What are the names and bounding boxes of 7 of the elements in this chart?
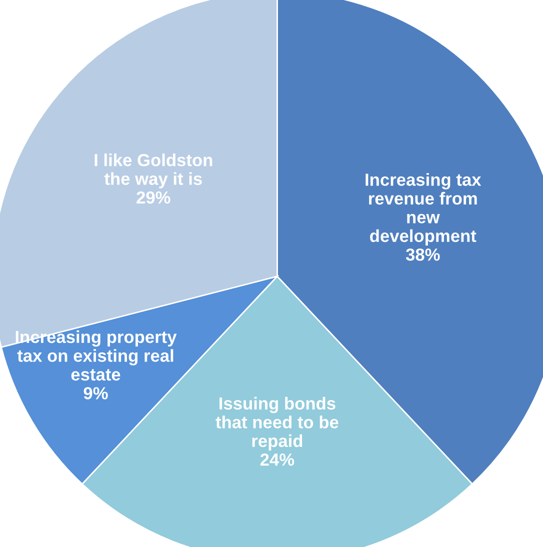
data-label: 9% <box>84 387 108 400</box>
slice-label: I like Goldston the way it is <box>94 154 212 188</box>
data-label: 29% <box>136 191 170 204</box>
slice-label: Issuing bonds that need to be repaid <box>216 396 338 451</box>
slice-label: Increasing tax revenue from new development <box>366 173 482 246</box>
data-label: 38% <box>406 248 440 261</box>
data-label: 24% <box>260 453 294 466</box>
